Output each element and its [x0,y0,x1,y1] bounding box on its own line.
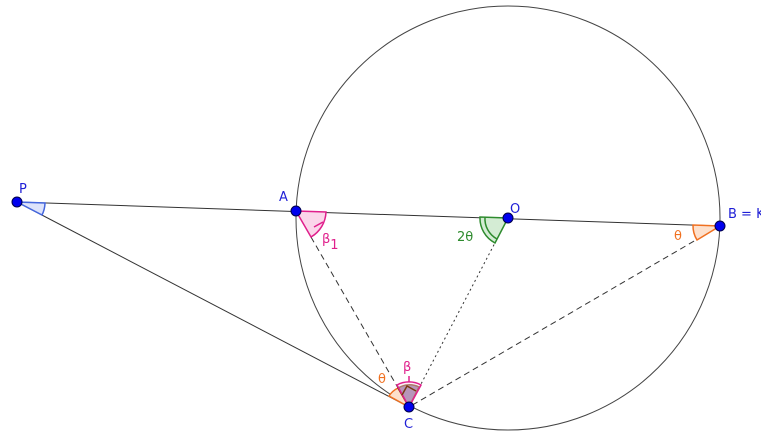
point-b[interactable] [714,220,726,232]
label-a: A [279,190,288,205]
angle-mark-a-beta1 [294,210,327,239]
label-beta-c: β [403,360,411,375]
point-o[interactable] [502,212,514,224]
line-pb [16,201,721,227]
angle-mark-o-two-theta [479,216,510,245]
point-c[interactable] [403,401,415,413]
circle [295,5,721,431]
right-angle-mark-c [401,384,417,396]
point-p[interactable] [11,196,23,208]
point-a[interactable] [290,205,302,217]
dashed-bc [408,225,721,408]
label-two-theta: 2θ [457,230,473,245]
label-b: B = K [728,207,761,222]
label-c: C [404,417,413,432]
angle-arc-o-inner [484,216,498,240]
label-beta1-sub: 1 [330,238,338,253]
angle-mark-p [16,201,46,217]
label-beta1: β1 [322,232,339,253]
dotted-oc [408,217,509,408]
label-p: P [19,182,27,197]
label-o: O [510,202,520,217]
angle-tick-a [313,221,324,228]
angle-mark-b-theta [692,224,723,242]
label-theta-b: θ [674,229,682,244]
label-theta-c: θ [378,372,386,387]
dashed-ac [295,210,410,408]
line-pc [16,201,410,408]
label-beta1-main: β [322,232,330,247]
